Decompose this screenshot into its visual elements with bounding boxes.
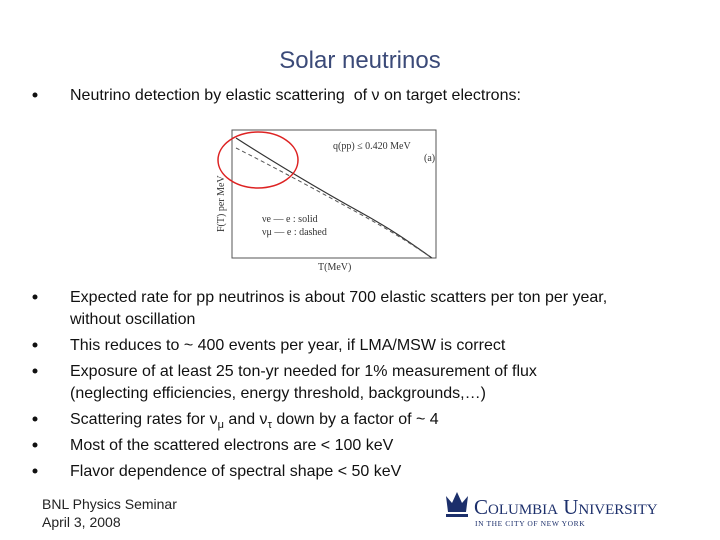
bullet-text: This reduces to ~ 400 events per year, i…: [70, 337, 506, 354]
bullet-text: (neglecting efficiencies, energy thresho…: [70, 385, 486, 402]
y-axis-label: F(T) per MeV: [216, 175, 227, 232]
bullet-dot: [32, 294, 38, 300]
intro-text: Neutrino detection by elastic scattering…: [70, 87, 521, 104]
bullet-dot: [32, 416, 38, 422]
slide-title: Solar neutrinos: [279, 47, 440, 74]
legend-entry: νe — e : solid: [262, 214, 318, 225]
bullet-text: Exposure of at least 25 ton-yr needed fo…: [70, 363, 537, 380]
legend-entry: νμ — e : dashed: [262, 227, 327, 238]
highlight-ellipse: [217, 131, 299, 189]
text-run: and ν: [224, 411, 268, 428]
bullet-text: without oscillation: [69, 311, 195, 328]
subscript: τ: [268, 419, 273, 431]
footer-line: BNL Physics Seminar: [42, 496, 177, 512]
logo-crown-base: [446, 514, 468, 517]
footer-line: April 3, 2008: [42, 514, 121, 530]
logo-name: Columbia University: [474, 495, 658, 519]
bullet-dot: [32, 442, 38, 448]
figure-annotation: q(pp) ≤ 0.420 MeV: [333, 141, 411, 152]
bullet-dot: [32, 468, 38, 474]
logo-crown: [446, 492, 468, 512]
subscript: μ: [218, 419, 224, 431]
panel-label: (a): [424, 153, 435, 164]
text-run: Scattering rates for ν: [70, 411, 218, 428]
bullet-text: Scattering rates for νμ and ντ down by a…: [70, 411, 439, 431]
bullet-text: Most of the scattered electrons are < 10…: [70, 437, 394, 454]
bullet-dot: [32, 368, 38, 374]
bullet-dot: [32, 92, 38, 98]
figure: q(pp) ≤ 0.420 MeV (a) F(T) per MeV T(MeV…: [216, 129, 437, 273]
bullet-list: Expected rate for pp neutrinos is about …: [32, 289, 607, 480]
logo: Columbia University IN THE CITY OF NEW Y…: [446, 492, 658, 528]
bullet-dot: [32, 342, 38, 348]
bullet-text: Expected rate for pp neutrinos is about …: [70, 289, 607, 306]
text-run: down by a factor of ~ 4: [272, 411, 439, 428]
logo-tagline: IN THE CITY OF NEW YORK: [475, 519, 585, 528]
x-axis-label: T(MeV): [318, 262, 351, 273]
dashed-curve: [235, 147, 433, 259]
plot-frame: [231, 129, 437, 259]
bullet-text: Flavor dependence of spectral shape < 50…: [70, 463, 402, 480]
